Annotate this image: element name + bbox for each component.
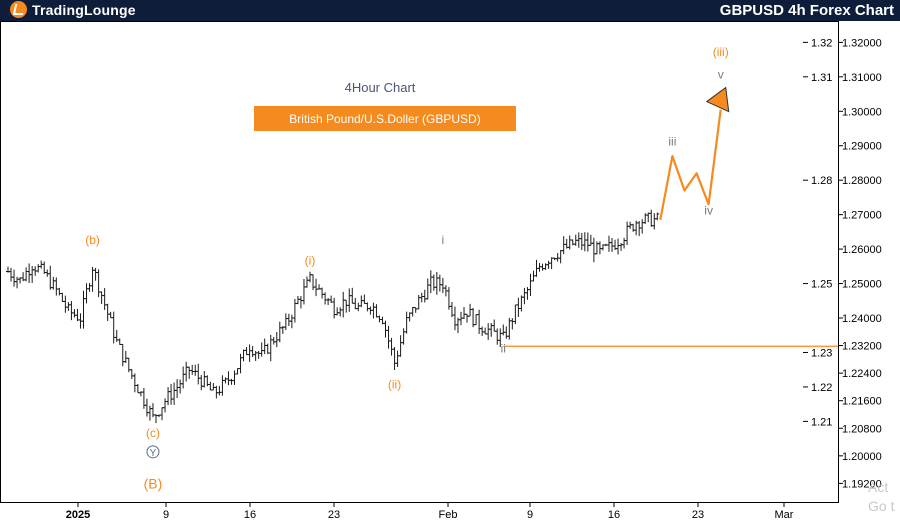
chart-subtitle: British Pound/U.S.Doller (GBPUSD) [289, 112, 480, 126]
wave-label: (i) [305, 254, 316, 268]
y-tick-label: 1.19200 [842, 478, 882, 490]
x-tick-label: 2025 [66, 509, 90, 521]
x-tick-label: 9 [163, 509, 169, 521]
y-tick-label: 1.24000 [842, 313, 882, 325]
price-chart: 1.32000 1.31000 1.30000 1.29000 1.28000 1.270… [0, 21, 882, 521]
wave-label: (ii) [388, 378, 401, 392]
wave-label: ii [501, 341, 506, 355]
y-inner-label: 1.22 [811, 382, 832, 394]
y-tick-label: 1.26000 [842, 244, 882, 256]
y-tick-label: 1.21600 [842, 396, 882, 408]
wave-label-circle [146, 445, 160, 459]
top-bar: TradingLounge GBPUSD 4h Forex Chart [0, 0, 900, 21]
y-tick-label: 1.20000 [842, 451, 882, 463]
y-tick-label: 1.32000 [842, 37, 882, 49]
wave-label: Y [150, 448, 157, 459]
y-inner-label: 1.23 [811, 347, 832, 359]
wave-label: (iii) [713, 45, 729, 59]
plot-area [0, 21, 839, 503]
logo-text: TradingLounge [32, 2, 136, 18]
wave-label: iii [668, 135, 676, 149]
wave-label: v [718, 68, 724, 82]
y-tick-label: 1.29000 [842, 141, 882, 153]
wave-label: (B) [144, 476, 163, 492]
chart-header-title: GBPUSD 4h Forex Chart [719, 2, 894, 19]
watermark-line-1: Act [868, 479, 889, 495]
x-tick-label: Feb [439, 509, 458, 521]
projection-path [659, 109, 722, 221]
y-tick-label: 1.31000 [842, 72, 882, 84]
x-tick-label: 16 [608, 509, 620, 521]
wave-label: i [442, 233, 445, 247]
y-tick-label: 1.22400 [842, 368, 882, 380]
x-tick-label: Mar [775, 509, 794, 521]
chart-title: 4Hour Chart [345, 80, 416, 95]
brand-logo: TradingLounge [10, 1, 136, 18]
activation-watermark: Act Go t [868, 478, 894, 516]
y-tick-label: 1.25000 [842, 279, 882, 291]
wave-label: iv [704, 204, 713, 218]
wave-label: (c) [146, 426, 160, 440]
y-inner-label: 1.32 [811, 37, 832, 49]
y-inner-label: 1.21 [811, 416, 832, 428]
logo-main: TradingLounge [32, 1, 136, 18]
x-tick-label: 9 [527, 509, 533, 521]
y-inner-label: 1.31 [811, 72, 832, 84]
subtitle-banner [254, 106, 516, 131]
watermark-line-2: Go t [868, 498, 895, 514]
x-tick-label: 23 [328, 509, 340, 521]
x-tick-label: 23 [692, 509, 704, 521]
y-tick-label: 1.23200 [842, 341, 882, 353]
y-tick-label: 1.27000 [842, 210, 882, 222]
y-inner-label: 1.28 [811, 175, 832, 187]
x-tick-label: 16 [244, 509, 256, 521]
wave-label: (b) [85, 233, 100, 247]
y-tick-label: 1.30000 [842, 106, 882, 118]
y-tick-label: 1.28000 [842, 175, 882, 187]
projection-arrow [705, 86, 730, 113]
y-tick-label: 1.20800 [842, 423, 882, 435]
logo-icon [10, 1, 27, 18]
y-inner-label: 1.25 [811, 279, 832, 291]
